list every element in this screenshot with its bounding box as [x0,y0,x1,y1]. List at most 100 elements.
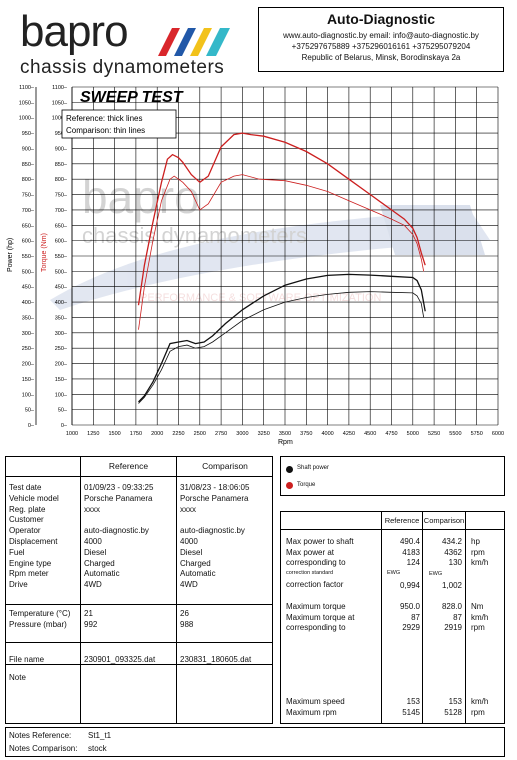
results-row-cmp: 5128 [444,707,462,717]
x-tick-label: 2750 [215,431,227,437]
results-row-unit: rpm [471,707,485,717]
x-tick-label: 3750 [300,431,312,437]
x-tick-label: 3500 [279,431,291,437]
info-row-label: Test date [9,483,42,492]
results-row: Maximum torque 950.0 828.0 Nm [281,602,506,612]
info-reference-value: Porsche Panamera [84,493,153,503]
results-row-unit: rpm [471,623,485,632]
results-row-unit: km/h [471,558,489,567]
results-row-label: Maximum torque at [286,612,355,622]
results-row-unit: km/h [471,697,489,706]
y-tick-label-power: 800– [22,177,35,183]
brand-stripes-icon [150,22,240,67]
info-comparison-value: 4000 [180,536,198,546]
info-reference-value: xxxx [84,504,100,514]
contact-box: Auto-Diagnostic www.auto-diagnostic.by e… [258,7,504,72]
y-tick-label-torque: 50– [58,408,68,414]
results-row-label: corresponding to [286,623,346,632]
x-tick-label: 4750 [385,431,397,437]
results-row: Maximum torque at 87 87 km/h [281,613,506,623]
results-row-ref: 5145 [402,707,420,717]
env-row-label: Temperature (°C) [9,609,71,618]
results-table: Reference Comparison Max power to shaft 4… [280,511,505,724]
y-axis-label-torque: Torque (Nm) [41,233,48,272]
legend-comparison-text: Comparison: thin lines [66,126,145,135]
x-tick-label: 3000 [236,431,248,437]
results-row-cmp: 4362 [444,547,462,557]
results-row: corresponding to 2929 2919 rpm [281,623,506,633]
y-tick-label-power: 600– [22,239,35,245]
divider [281,529,504,530]
info-comparison-value: Porsche Panamera [180,493,249,503]
info-comparison-value: Automatic [180,569,216,579]
results-row-label: Max power to shaft [286,537,354,546]
y-tick-label-torque: 1050– [52,100,68,106]
env-comparison-values: 26 988 [180,609,193,631]
y-tick-label-torque: 750– [55,193,68,199]
results-row-unit: hp [471,537,480,546]
info-header-reference: Reference [108,461,149,471]
results-row-cmp: 153 [448,697,462,706]
y-tick-label-torque: 900– [55,146,68,152]
divider [176,457,177,723]
results-row: Maximum speed 153 153 km/h [281,697,506,707]
x-tick-label: 4250 [343,431,355,437]
svg-text:chassis dynamometers: chassis dynamometers [82,223,307,248]
legend-reference-text: Reference: thick lines [66,114,142,123]
results-row-label: Maximum rpm [286,707,337,717]
results-row-label: Maximum speed [286,697,345,706]
x-tick-label: 5500 [449,431,461,437]
divider [6,664,272,665]
y-tick-label-power: 700– [22,208,35,214]
info-comparison-values: 31/08/23 - 18:06:05 Porsche Panamera xxxx … [180,483,249,591]
x-tick-label: 6000 [492,431,504,437]
divider [6,642,272,643]
info-reference-value: 01/09/23 - 09:33:25 [84,483,154,492]
results-row-cmp: 2919 [444,623,462,632]
contact-line-2: +375297675889 +375296016161 +37529507920… [291,42,471,51]
contact-line-3: Republic of Belarus, Minsk, Borodinskaya… [301,53,461,62]
chart-axes: 1000 1250 1500 1750 2000 2250 2500 2750 3000 3250… [19,85,504,437]
info-reference-values: 01/09/23 - 09:33:25 Porsche Panamera xxxx … [84,483,153,591]
chart-lines [137,132,426,404]
y-tick-label-torque: 250– [55,346,68,352]
info-reference-value: 4000 [84,536,102,546]
results-row-ref: 4183 [402,547,420,557]
y-tick-label-power: 450– [22,285,35,291]
info-reference-value: Diesel [84,547,107,557]
y-tick-label-torque: 150– [55,377,68,383]
x-tick-label: 1000 [66,431,78,437]
chart-title: SWEEP TEST [80,89,184,106]
results-row-unit: km/h [471,612,489,622]
info-labels: Test date Vehicle model Reg. plate Customer… [9,483,59,591]
x-tick-label: 4000 [321,431,333,437]
env-row-label: Pressure (mbar) [9,619,67,629]
info-comparison-value [180,515,249,526]
results-row-unit: Nm [471,602,484,611]
y-tick-label-torque: 1000– [52,116,68,122]
divider [381,512,382,723]
info-reference-value: 4WD [84,580,102,590]
svg-text:bapro: bapro [82,171,200,223]
y-tick-label-power: 650– [22,223,35,229]
results-row-ref: 490.4 [399,537,420,546]
env-comparison-value: 26 [180,609,189,618]
brand-subtitle: chassis dynamometers [20,57,225,78]
x-tick-label: 5750 [471,431,483,437]
y-tick-label-power: 750– [22,193,35,199]
legend-torque: Torque [297,482,316,488]
y-tick-label-torque: 550– [55,254,68,260]
shaft-power-reference-line [138,273,426,403]
y-tick-label-torque: 600– [55,239,68,245]
y-tick-label-power: 150– [22,377,35,383]
correction-standard-label: correction standard [286,570,334,576]
y-tick-label-power: 300– [22,331,35,337]
series-legend: Shaft power Torque [280,456,505,496]
y-tick-label-torque: 200– [55,362,68,368]
x-tick-label: 5250 [428,431,440,437]
info-reference-value: Automatic [84,569,120,579]
file-comparison: 230831_180605.dat [180,655,252,664]
results-header-comparison: Comparison [423,516,465,525]
divider [6,604,272,605]
results-row-cmp: 130 [448,558,462,567]
